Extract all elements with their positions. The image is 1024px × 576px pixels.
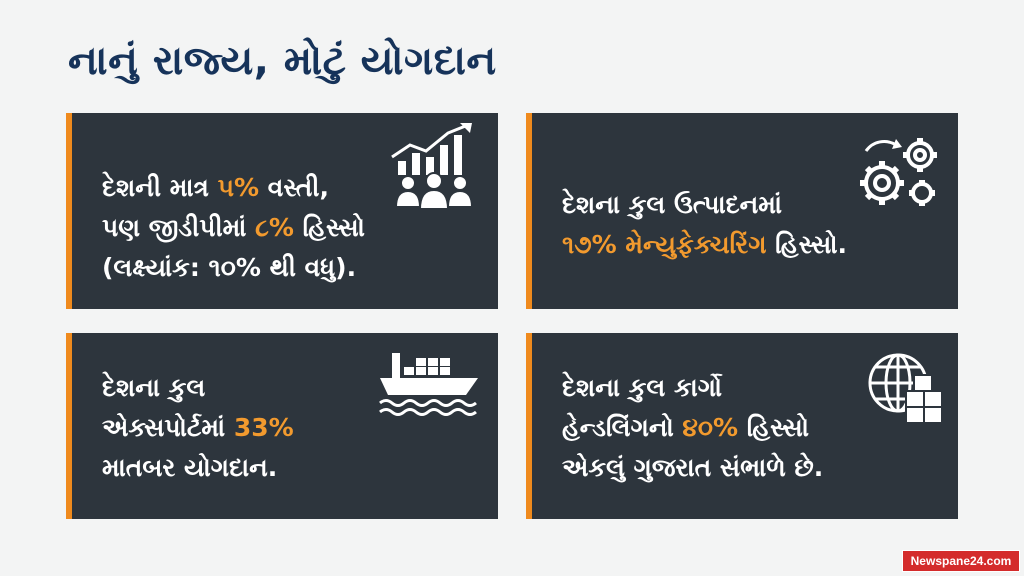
card-line: એક્સપોર્ટમાં 33% (102, 413, 294, 442)
card-text: દેશના કુલ એક્સપોર્ટમાં 33% માતબર યોગદાન. (102, 368, 294, 488)
gears-icon (860, 138, 937, 206)
card-line: (લક્ષ્યાંક: ૧૦% થી વધુ). (102, 253, 357, 282)
stat-card-cargo: દેશના કુલ કાર્ગો હેન્ડલિંગનો ૪૦% હિસ્સો … (526, 333, 958, 519)
card-line: હેન્ડલિંગનો ૪૦% હિસ્સો (562, 413, 810, 442)
card-line: દેશના કુલ (102, 373, 206, 402)
card-text: દેશની માત્ર ૫% વસ્તી, પણ જીડીપીમાં ૮% હિ… (102, 168, 365, 288)
cargo-ship-icon (379, 353, 478, 416)
card-line: દેશની માત્ર ૫% વસ્તી, (102, 173, 329, 202)
globe-boxes-icon (868, 353, 943, 424)
card-line: પણ જીડીપીમાં ૮% હિસ્સો (102, 213, 365, 242)
stat-card-population-gdp: દેશની માત્ર ૫% વસ્તી, પણ જીડીપીમાં ૮% હિ… (66, 113, 498, 309)
card-line: દેશના કુલ ઉત્પાદનમાં (562, 190, 783, 219)
stat-card-manufacturing: દેશના કુલ ઉત્પાદનમાં ૧૭% મેન્યુફેક્ચરિંગ… (526, 113, 958, 309)
stat-card-export: દેશના કુલ એક્સપોર્ટમાં 33% માતબર યોગદાન. (66, 333, 498, 519)
card-line: એકલું ગુજરાત સંભાળે છે. (562, 453, 824, 482)
card-text: દેશના કુલ કાર્ગો હેન્ડલિંગનો ૪૦% હિસ્સો … (562, 368, 823, 488)
growth-chart-people-icon (391, 123, 474, 209)
watermark-badge: Newspane24.com (902, 550, 1020, 572)
card-line: ૧૭% મેન્યુફેક્ચરિંગ હિસ્સો. (562, 230, 847, 259)
card-line: માતબર યોગદાન. (102, 453, 278, 482)
card-text: દેશના કુલ ઉત્પાદનમાં ૧૭% મેન્યુફેક્ચરિંગ… (562, 185, 847, 265)
card-line: દેશના કુલ કાર્ગો (562, 373, 722, 402)
page-title: નાનું રાજ્ય, મોટું યોગદાન (68, 38, 497, 84)
